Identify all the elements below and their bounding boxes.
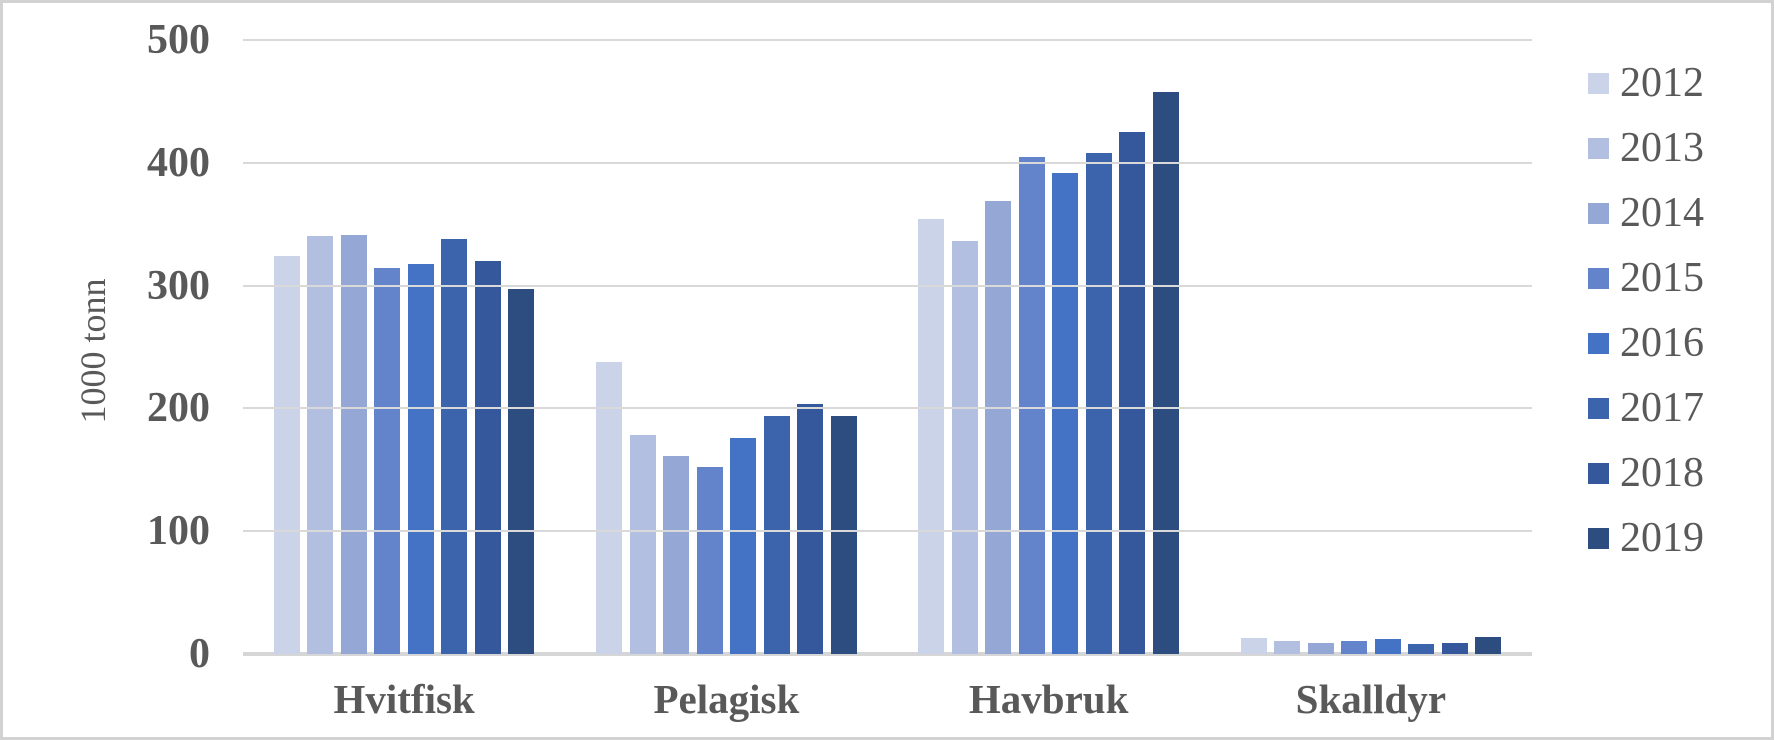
bar-skalldyr-2013 [1274, 640, 1301, 654]
legend-swatch-icon [1588, 397, 1609, 419]
legend-swatch-icon [1588, 332, 1609, 354]
x-category-label-pelagisk: Pelagisk [653, 676, 800, 722]
bar-pelagisk-2013 [629, 435, 656, 654]
legend-label-2013: 2013 [1620, 125, 1704, 171]
bar-hvitfisk-2013 [307, 236, 334, 654]
plot-area [243, 39, 1532, 656]
legend-label-2019: 2019 [1620, 515, 1704, 561]
y-tick-label-200: 200 [147, 385, 210, 432]
bar-pelagisk-2017 [763, 415, 790, 654]
bar-group-pelagisk [565, 40, 887, 654]
gridline-400 [243, 161, 1532, 164]
x-category-label-skalldyr: Skalldyr [1295, 676, 1447, 722]
bar-pelagisk-2018 [797, 403, 824, 654]
bar-skalldyr-2017 [1408, 644, 1435, 654]
bar-hvitfisk-2014 [340, 235, 367, 654]
y-tick-label-300: 300 [147, 262, 210, 309]
bar-havbruk-2018 [1119, 132, 1146, 654]
legend-label-2014: 2014 [1620, 190, 1704, 236]
bar-group-skalldyr [1210, 40, 1532, 654]
legend-swatch-icon [1588, 137, 1609, 159]
bar-skalldyr-2018 [1441, 642, 1468, 654]
gridline-500 [243, 39, 1532, 41]
bar-skalldyr-2019 [1475, 636, 1502, 654]
bar-pelagisk-2012 [596, 361, 623, 654]
legend: 2012 2013 2014 2015 2016 2017 2018 2019 [1588, 61, 1704, 581]
bar-hvitfisk-2019 [508, 289, 535, 654]
legend-swatch-icon [1588, 267, 1609, 289]
bar-pelagisk-2019 [830, 415, 857, 654]
bar-skalldyr-2012 [1240, 638, 1267, 654]
bar-hvitfisk-2015 [374, 268, 401, 654]
bar-havbruk-2015 [1018, 156, 1045, 654]
legend-item-2015: 2015 [1588, 256, 1704, 300]
legend-swatch-icon [1588, 202, 1609, 224]
bar-skalldyr-2015 [1341, 640, 1368, 654]
legend-item-2016: 2016 [1588, 321, 1704, 365]
y-tick-label-400: 400 [147, 139, 210, 186]
bar-skalldyr-2014 [1307, 642, 1334, 654]
bar-skalldyr-2016 [1374, 639, 1401, 654]
bar-havbruk-2014 [985, 200, 1012, 654]
legend-label-2017: 2017 [1620, 385, 1704, 431]
legend-label-2015: 2015 [1620, 255, 1704, 301]
bar-hvitfisk-2012 [273, 256, 300, 654]
bar-pelagisk-2014 [663, 456, 690, 654]
bar-havbruk-2013 [951, 241, 978, 654]
y-tick-label-100: 100 [147, 508, 210, 555]
bar-pelagisk-2015 [696, 467, 723, 654]
bar-group-hvitfisk [243, 40, 565, 654]
bar-havbruk-2019 [1152, 91, 1179, 654]
legend-label-2016: 2016 [1620, 320, 1704, 366]
bar-havbruk-2012 [918, 219, 945, 654]
bar-hvitfisk-2016 [407, 263, 434, 654]
gridline-300 [243, 284, 1532, 287]
legend-item-2014: 2014 [1588, 191, 1704, 235]
legend-label-2012: 2012 [1620, 60, 1704, 106]
bar-havbruk-2017 [1085, 152, 1112, 654]
x-axis-category-labels: Hvitfisk Pelagisk Havbruk Skalldyr [243, 675, 1532, 723]
bar-pelagisk-2016 [730, 437, 757, 654]
legend-label-2018: 2018 [1620, 450, 1704, 496]
x-category-label-havbruk: Havbruk [968, 676, 1129, 722]
x-axis-line [243, 652, 1532, 656]
bar-hvitfisk-2018 [474, 261, 501, 654]
legend-item-2017: 2017 [1588, 386, 1704, 430]
legend-swatch-icon [1588, 72, 1609, 94]
x-category-label-hvitfisk: Hvitfisk [333, 676, 475, 722]
gridline-100 [243, 530, 1532, 533]
bar-groups [243, 40, 1532, 654]
y-tick-label-0: 0 [189, 631, 210, 677]
legend-item-2013: 2013 [1588, 126, 1704, 170]
bar-group-havbruk [888, 40, 1210, 654]
legend-swatch-icon [1588, 527, 1609, 549]
legend-item-2018: 2018 [1588, 451, 1704, 495]
gridline-200 [243, 407, 1532, 410]
legend-item-2012: 2012 [1588, 61, 1704, 105]
bar-havbruk-2016 [1052, 172, 1079, 654]
bar-hvitfisk-2017 [441, 238, 468, 654]
legend-item-2019: 2019 [1588, 516, 1704, 560]
legend-swatch-icon [1588, 462, 1609, 484]
y-tick-label-500: 500 [147, 17, 210, 63]
